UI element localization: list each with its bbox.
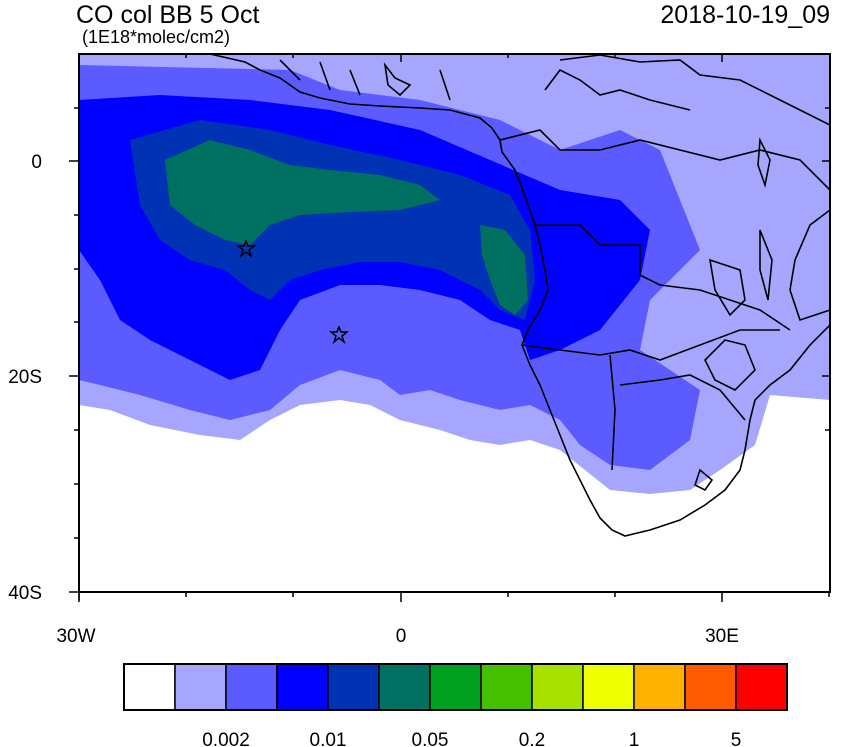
co-contour-level-5 <box>165 140 440 245</box>
y-tick-label-20s: 20S <box>8 367 42 388</box>
colorbar-label: 0.2 <box>519 730 545 747</box>
colorbar: 0.002 0.01 0.05 0.2 1 5 <box>123 663 788 747</box>
colorbar-swatch <box>582 663 635 711</box>
colorbar-swatch <box>378 663 431 711</box>
x-tick-label-0: 0 <box>396 626 407 647</box>
y-tick-label-0: 0 <box>31 152 42 173</box>
colorbar-swatch <box>174 663 227 711</box>
colorbar-label: 0.002 <box>202 730 250 747</box>
map-units: (1E18*molec/cm2) <box>82 27 231 47</box>
colorbar-swatch <box>276 663 329 711</box>
star-marker-1 <box>235 238 257 259</box>
star-markers <box>235 238 350 345</box>
colorbar-label: 1 <box>629 730 640 747</box>
x-tick-label-30e: 30E <box>705 626 739 647</box>
star-marker-2 <box>328 324 350 345</box>
map-plot-area <box>79 54 830 537</box>
colorbar-swatch <box>429 663 482 711</box>
colorbar-swatch <box>633 663 686 711</box>
colorbar-swatch <box>123 663 176 711</box>
colorbar-swatch <box>327 663 380 711</box>
colorbar-label: 0.01 <box>310 730 347 747</box>
map-timestamp: 2018-10-19_09 <box>660 1 830 29</box>
coastlines <box>79 54 830 537</box>
map-title: CO col BB 5 Oct <box>76 1 260 29</box>
colorbar-swatch <box>480 663 533 711</box>
x-tick-label-30w: 30W <box>56 626 95 647</box>
co-contour-level-5b <box>480 225 528 315</box>
colorbar-label: 5 <box>731 730 742 747</box>
colorbar-swatch <box>684 663 737 711</box>
y-tick-label-40s: 40S <box>8 583 42 604</box>
colorbar-label: 0.05 <box>412 730 449 747</box>
axis-ticks <box>69 54 830 602</box>
colorbar-swatch <box>531 663 584 711</box>
colorbar-swatch <box>225 663 278 711</box>
colorbar-outline <box>123 663 788 711</box>
colorbar-swatch <box>735 663 788 711</box>
